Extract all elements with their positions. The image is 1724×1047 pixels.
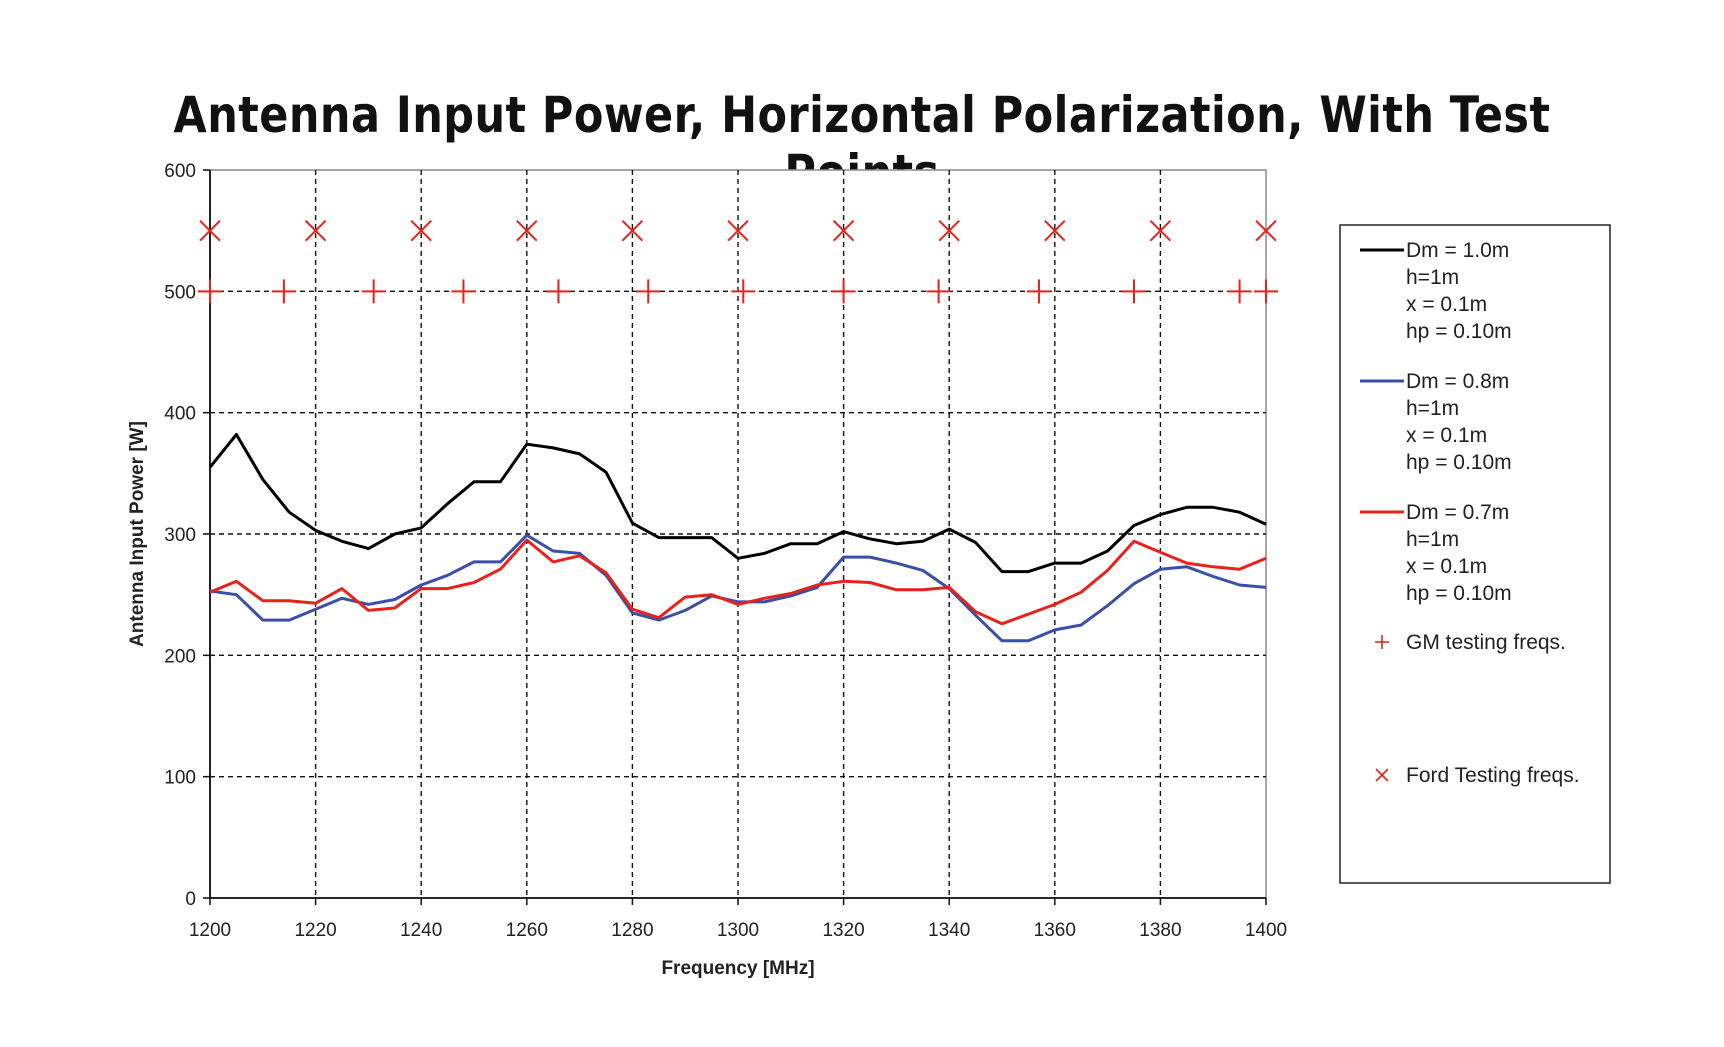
tick-labels: 1200 1220 1240 1260 1280 1300 1320 1340 1360 1380… — [164, 161, 1287, 941]
x-marker — [1255, 219, 1277, 242]
plus-marker — [271, 279, 296, 304]
series-1 — [209, 533, 1267, 643]
legend-label: h=1m — [1406, 266, 1459, 289]
series-line — [209, 533, 1267, 643]
series-3 — [198, 279, 1278, 304]
x-tick-label: 1300 — [717, 920, 759, 941]
y-tick-label: 600 — [164, 161, 196, 182]
legend-label: h=1m — [1406, 397, 1459, 420]
x-marker — [621, 219, 644, 242]
legend-label: hp = 0.10m — [1406, 582, 1512, 605]
x-marker — [410, 219, 432, 242]
plus-marker — [546, 279, 571, 304]
legend-label: hp = 0.10m — [1406, 451, 1512, 474]
x-tick-label: 1320 — [822, 920, 864, 941]
legend-label: Ford Testing freqs. — [1406, 764, 1580, 787]
legend-x-marker — [1375, 768, 1389, 782]
y-axis-title: Antenna Input Power [W] — [127, 421, 148, 647]
series-4 — [199, 219, 1277, 242]
x-tick-label: 1280 — [611, 920, 653, 941]
legend-label: GM testing freqs. — [1406, 631, 1566, 654]
plus-marker — [198, 279, 222, 304]
x-tick-label: 1380 — [1139, 920, 1181, 941]
series — [198, 219, 1278, 643]
x-tick-label: 1220 — [294, 920, 336, 941]
legend-entry-1: Dm = 0.8m h=1m x = 0.1m hp = 0.10m — [1360, 370, 1512, 474]
x-marker — [1044, 219, 1066, 242]
y-tick-label: 0 — [185, 889, 196, 910]
series-line — [208, 433, 1267, 574]
x-tick-label: 1340 — [928, 920, 970, 941]
y-tick-label: 100 — [164, 768, 196, 789]
x-tick-label: 1240 — [400, 920, 442, 941]
x-tick-label: 1200 — [189, 920, 231, 941]
plus-marker — [731, 279, 756, 304]
legend-label: Dm = 0.8m — [1406, 370, 1509, 393]
legend-label: x = 0.1m — [1406, 555, 1487, 578]
plus-marker — [1122, 279, 1146, 304]
x-marker — [832, 219, 855, 242]
plus-marker — [636, 279, 661, 304]
x-marker — [938, 219, 960, 242]
plus-marker — [1026, 279, 1051, 304]
plus-marker — [451, 279, 476, 304]
legend-entry-4: Ford Testing freqs. — [1375, 764, 1580, 787]
legend-label: Dm = 1.0m — [1406, 239, 1509, 262]
legend-label: hp = 0.10m — [1406, 320, 1512, 343]
legend-label: Dm = 0.7m — [1406, 501, 1509, 524]
x-marker — [304, 219, 327, 242]
series-line — [209, 538, 1267, 626]
series-2 — [209, 538, 1267, 626]
y-tick-label: 300 — [164, 525, 196, 546]
legend-entry-2: Dm = 0.7m h=1m x = 0.1m hp = 0.10m — [1360, 501, 1512, 605]
plus-marker — [1227, 279, 1252, 304]
x-marker — [727, 219, 749, 242]
series-0 — [208, 433, 1267, 574]
x-marker — [199, 219, 221, 242]
legend-box — [1339, 224, 1611, 884]
x-tick-label: 1400 — [1245, 920, 1287, 941]
plus-marker — [1254, 279, 1278, 304]
x-axis-title: Frequency [MHz] — [661, 958, 814, 979]
legend-entry-0: Dm = 1.0m h=1m x = 0.1m hp = 0.10m — [1360, 239, 1512, 343]
x-marker — [1149, 219, 1172, 242]
x-tick-label: 1260 — [506, 920, 548, 941]
legend-entry-3: GM testing freqs. — [1375, 631, 1566, 654]
x-marker — [516, 219, 538, 242]
legend-label: h=1m — [1406, 528, 1459, 551]
plus-marker — [831, 279, 856, 304]
legend-label: x = 0.1m — [1406, 424, 1487, 447]
legend-label: x = 0.1m — [1406, 293, 1487, 316]
plus-marker — [361, 279, 386, 304]
plus-marker — [926, 279, 951, 304]
legend-plus-marker — [1375, 635, 1389, 649]
y-tick-label: 500 — [164, 282, 196, 303]
y-tick-label: 200 — [164, 646, 196, 667]
y-tick-label: 400 — [164, 404, 196, 425]
x-tick-label: 1360 — [1034, 920, 1076, 941]
